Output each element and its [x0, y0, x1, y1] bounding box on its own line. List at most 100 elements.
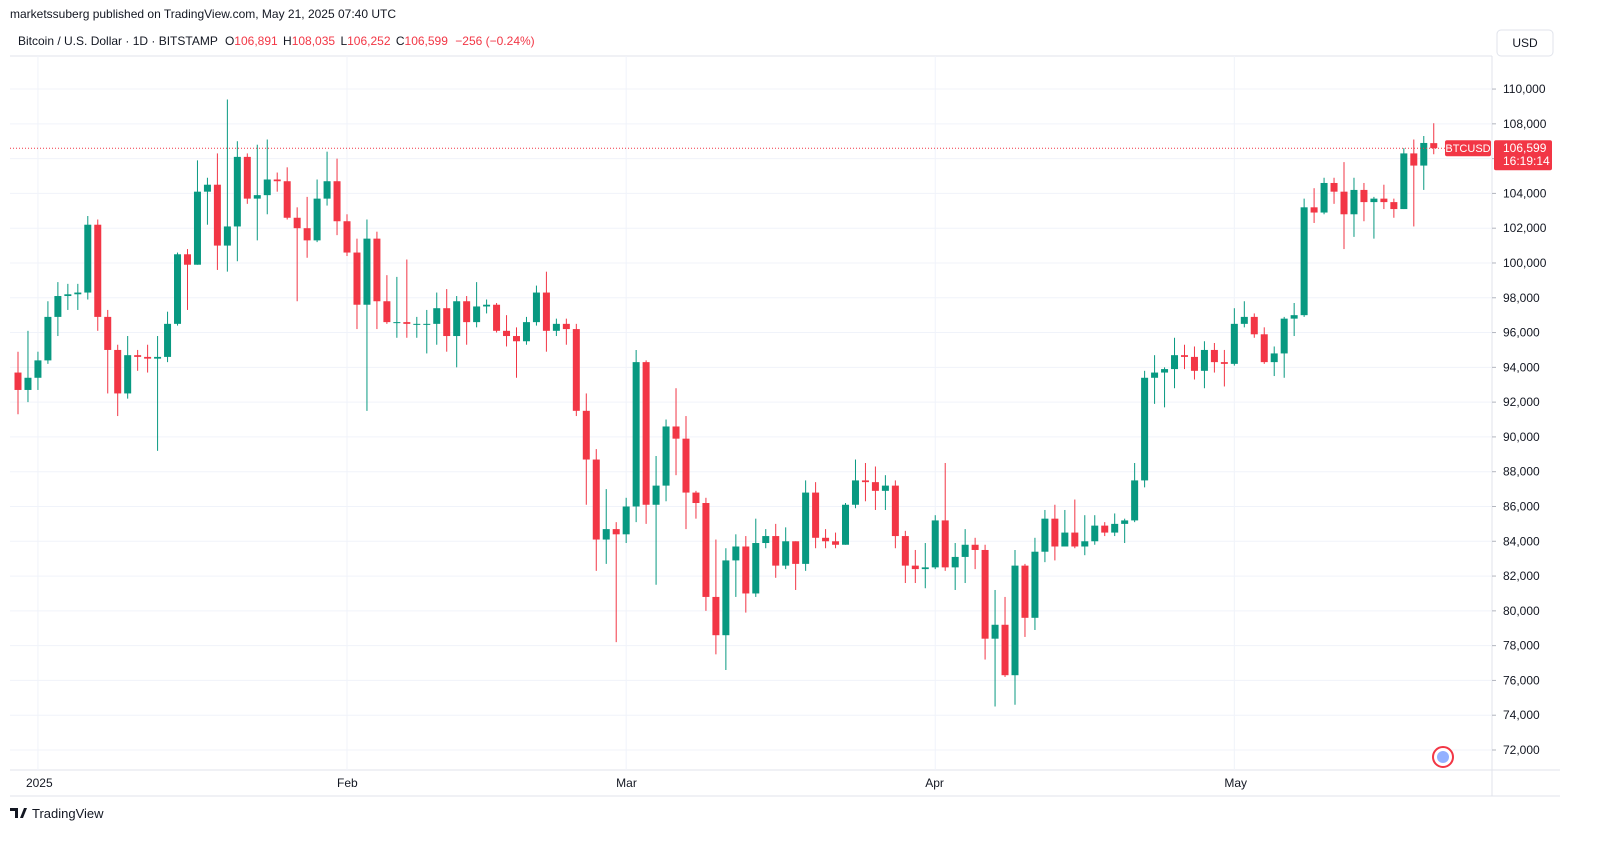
y-tick-label: 98,000	[1503, 291, 1540, 305]
candle-body	[313, 198, 321, 241]
candle-body	[861, 480, 869, 483]
candle-body	[542, 292, 550, 331]
published-line: marketssuberg published on TradingView.c…	[10, 7, 396, 21]
candle-body	[64, 294, 72, 297]
candle-body	[333, 181, 341, 222]
candle-body	[921, 567, 929, 570]
candle-body	[473, 306, 481, 323]
candle-body	[682, 438, 690, 493]
x-tick-label: May	[1224, 776, 1247, 790]
candle-body	[572, 329, 580, 411]
y-tick-label: 92,000	[1503, 395, 1540, 409]
candle-body	[463, 301, 471, 323]
high-value: 108,035	[292, 34, 336, 48]
y-tick-label: 86,000	[1503, 499, 1540, 513]
candle-body	[1091, 525, 1099, 542]
open-value: 106,891	[234, 34, 278, 48]
candle-body	[1210, 349, 1218, 363]
candle-body	[343, 221, 351, 253]
candle-body	[652, 485, 660, 505]
candle-body	[1340, 191, 1348, 215]
candle-body	[24, 377, 32, 390]
candle-body	[273, 179, 281, 182]
candle-body	[513, 336, 520, 342]
y-tick-label: 94,000	[1503, 360, 1540, 374]
candle-body	[762, 536, 770, 544]
candle-body	[802, 492, 810, 564]
flag-icon	[1432, 746, 1454, 768]
price-tag	[1494, 140, 1552, 171]
candle-body	[692, 492, 700, 504]
candle-body	[642, 362, 650, 505]
candle-body	[1390, 202, 1398, 210]
candle-body	[851, 480, 859, 505]
candle-body	[243, 156, 251, 199]
candle-body	[1131, 480, 1139, 521]
y-tick-label: 84,000	[1503, 534, 1540, 548]
candle-body	[144, 356, 152, 359]
candle-body	[832, 541, 840, 545]
candle-body	[722, 560, 730, 636]
candle-body	[702, 503, 710, 597]
y-tick-label: 76,000	[1503, 673, 1540, 687]
y-tick-label: 110,000	[1503, 82, 1546, 96]
candle-body	[44, 316, 52, 361]
currency-button[interactable]	[1496, 29, 1554, 57]
candle-body	[353, 252, 361, 305]
candle-body	[1230, 323, 1238, 364]
candle-body	[1071, 532, 1079, 547]
candle-body	[532, 292, 540, 323]
candle-body	[223, 226, 231, 246]
candle-body	[383, 301, 391, 323]
candle-body	[1290, 315, 1298, 319]
close-prefix: C	[396, 34, 405, 48]
candle-body	[911, 565, 919, 570]
candle-body	[1260, 334, 1268, 363]
candle-body	[1380, 198, 1388, 203]
candle-body	[632, 362, 640, 507]
candle-body	[1400, 153, 1408, 210]
candle-body	[1250, 316, 1258, 335]
candles	[14, 99, 1438, 707]
candle-body	[752, 543, 760, 594]
candle-body	[931, 520, 939, 568]
candle-body	[413, 323, 421, 325]
candle-body	[742, 546, 750, 594]
candle-body	[1300, 207, 1308, 316]
candle-body	[1151, 372, 1159, 378]
y-tick-label: 72,000	[1503, 743, 1540, 757]
candle-body	[34, 360, 42, 378]
candle-body	[283, 181, 291, 218]
candle-body	[951, 556, 959, 568]
price-tag-value: 106,599	[1503, 141, 1547, 155]
candle-body	[393, 322, 401, 324]
candle-body	[981, 549, 989, 639]
candle-body	[403, 322, 411, 324]
candle-body	[622, 506, 630, 535]
candle-body	[991, 624, 999, 639]
candle-body	[213, 184, 221, 246]
candle-body	[871, 482, 879, 491]
candle-body	[1320, 182, 1328, 213]
candle-body	[1270, 353, 1278, 363]
candle-body	[1161, 369, 1169, 373]
candle-body	[183, 254, 191, 265]
candle-body	[901, 536, 909, 566]
candle-body	[1141, 377, 1149, 481]
candle-body	[812, 492, 820, 538]
candle-body	[503, 330, 511, 337]
candle-body	[552, 323, 560, 331]
price-tag-countdown: 16:19:14	[1503, 154, 1550, 168]
candle-body	[453, 301, 461, 337]
time-axis: 2025 Feb Mar Apr May	[26, 776, 1247, 790]
open-prefix: O	[225, 34, 234, 48]
candle-body	[672, 426, 680, 439]
candle-body	[1310, 207, 1318, 213]
symbol-title: Bitcoin / U.S. Dollar · 1D · BITSTAMP	[18, 34, 218, 48]
x-tick-label: Apr	[925, 776, 944, 790]
candle-body	[1171, 355, 1179, 370]
candle-body	[1021, 565, 1029, 618]
y-tick-label: 100,000	[1503, 256, 1547, 270]
candle-body	[233, 156, 241, 227]
